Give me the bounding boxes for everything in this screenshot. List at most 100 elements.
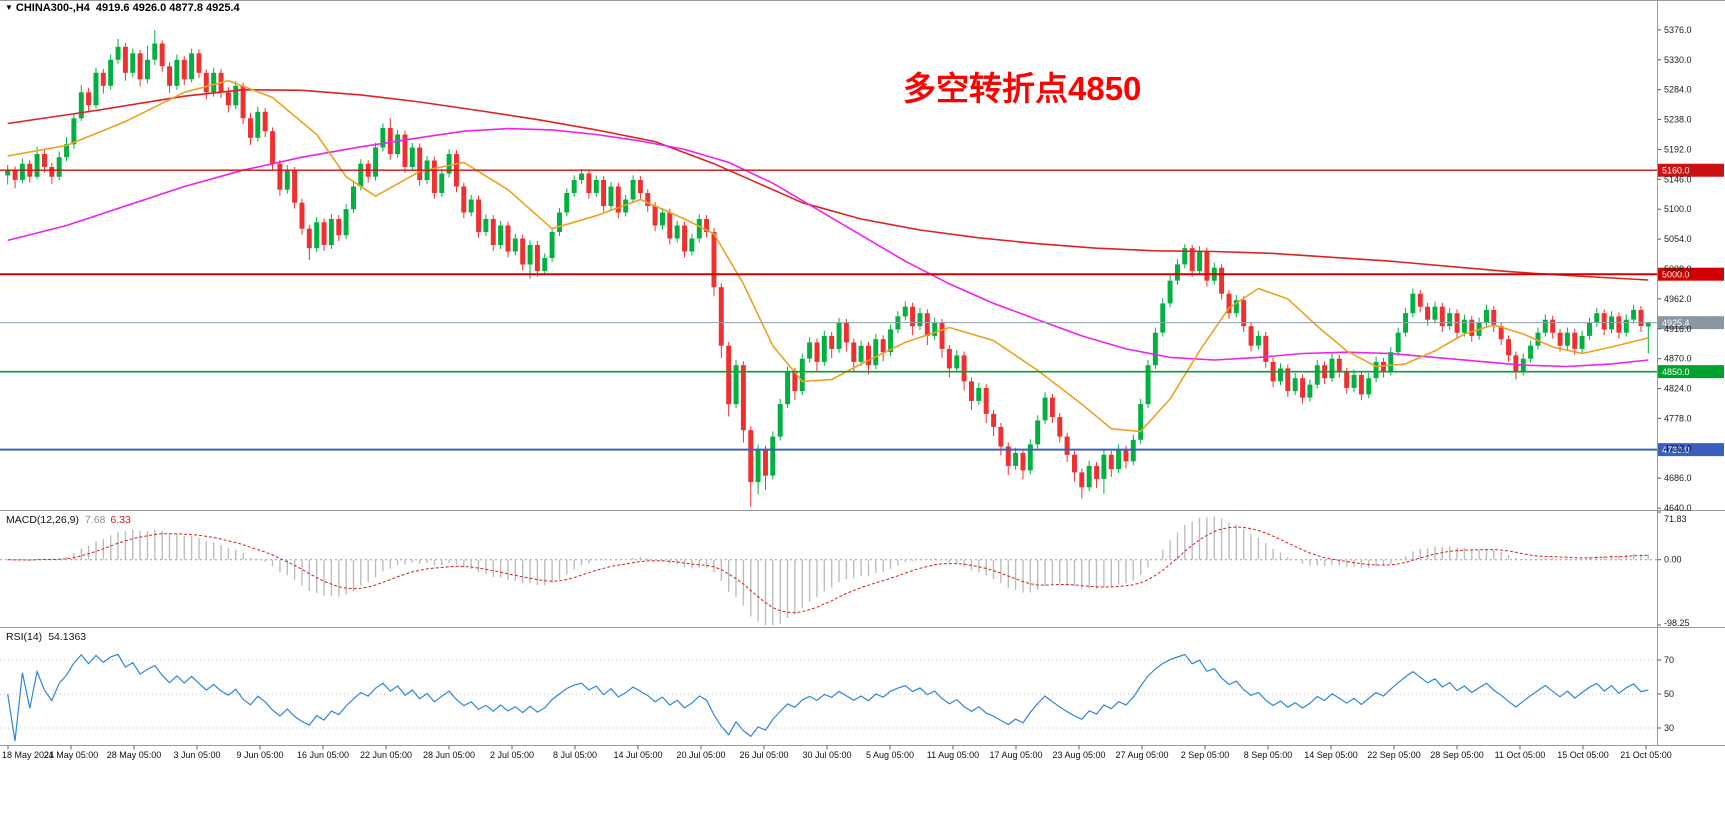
candle-down	[1226, 293, 1232, 314]
candle-up	[608, 186, 614, 206]
candle-down	[292, 170, 298, 203]
candle-up	[1042, 397, 1048, 421]
candle-down	[652, 206, 658, 226]
candle-up	[807, 342, 813, 359]
candle-up	[1579, 335, 1585, 349]
candle-up	[498, 225, 504, 245]
candle-down	[476, 199, 482, 232]
candle-up	[211, 72, 217, 93]
candle-up	[483, 219, 489, 232]
level-badge	[1658, 267, 1724, 281]
candle-down	[1005, 446, 1011, 466]
time-tick-label: 2 Jul 05:00	[490, 750, 534, 760]
rsi-scale[interactable]: 70 50 30	[1658, 655, 1674, 733]
candle-down	[601, 180, 607, 206]
candle-down	[586, 173, 592, 193]
candle-down	[505, 225, 511, 252]
candle-down	[203, 72, 209, 93]
candle-up	[1175, 264, 1180, 281]
candle-down	[299, 202, 305, 229]
candle-up	[343, 209, 349, 236]
candle-up	[630, 180, 636, 200]
candle-down	[910, 306, 916, 327]
ma-fast-orange	[7, 79, 1649, 433]
candle-down	[1601, 313, 1607, 330]
candle-down	[748, 430, 754, 483]
candle-down	[880, 339, 886, 353]
candle-down	[1557, 332, 1563, 346]
candle-down	[946, 348, 952, 369]
candle-down	[637, 180, 643, 193]
price-scale[interactable]: 5376.0 5330.0 5284.0 5238.0 5192.0 5146.0 5100…	[1658, 25, 1692, 513]
chart-plot-area[interactable]	[0, 0, 1657, 745]
candle-down	[711, 232, 717, 288]
price-tick-label: 4916.0	[1664, 324, 1692, 334]
candle-up	[836, 322, 842, 349]
candle-down	[924, 313, 930, 336]
candle-up	[1645, 322, 1651, 327]
time-tick-label: 24 May 05:00	[44, 750, 99, 760]
macd-scale[interactable]: 71.83 0.00 -98.25	[1658, 511, 1690, 628]
candle-up	[439, 173, 445, 193]
candle-down	[1381, 361, 1386, 372]
candle-up	[358, 163, 364, 187]
candle-up	[1152, 332, 1158, 366]
macd-panel-label: MACD(12,26,9) 7.68 6.33	[6, 514, 131, 526]
candle-up	[395, 134, 401, 154]
candle-down	[490, 219, 496, 245]
rsi-level-lines	[0, 659, 1657, 729]
time-tick-label: 16 Jun 05:00	[297, 750, 349, 760]
candle-down	[262, 111, 268, 132]
candle-up	[1535, 332, 1541, 346]
level-badge-label: 5160.0	[1662, 166, 1690, 176]
price-tick-label: 5376.0	[1664, 25, 1692, 35]
candle-down	[763, 449, 768, 476]
candle-up	[733, 365, 739, 405]
macd-histogram	[6, 516, 1650, 625]
candle-up	[145, 59, 150, 80]
symbol-dropdown-icon: ▼	[5, 3, 13, 12]
candle-up	[71, 118, 77, 145]
rsi-line	[7, 653, 1649, 742]
time-tick-label: 14 Jul 05:00	[613, 750, 662, 760]
candle-down	[1417, 293, 1423, 307]
candle-down	[704, 219, 710, 232]
candle-down	[1358, 374, 1364, 395]
candle-up	[1351, 374, 1357, 388]
rsi-panel-label: RSI(14) 54.1363	[6, 631, 86, 643]
candle-down	[86, 92, 92, 106]
candle-up	[799, 358, 805, 392]
price-tick-label: 5192.0	[1664, 144, 1692, 154]
candle-down	[1572, 332, 1578, 349]
candle-down	[277, 163, 283, 190]
price-tick-label: 4870.0	[1664, 354, 1692, 364]
candle-down	[225, 92, 231, 106]
price-tick-label: 4640.0	[1664, 503, 1692, 513]
price-tick-label: 5284.0	[1664, 85, 1692, 95]
candle-down	[270, 131, 276, 164]
ma-mid-magenta	[7, 127, 1649, 368]
candle-down	[866, 345, 871, 366]
candle-down	[167, 66, 173, 86]
candle-up	[623, 199, 629, 213]
candle-down	[1469, 319, 1475, 336]
candle-down	[718, 287, 724, 346]
candle-down	[1057, 417, 1063, 437]
current-price-badge-label: 4925.4	[1662, 318, 1690, 328]
time-tick-label: 28 May 05:00	[107, 750, 162, 760]
candle-up	[689, 238, 695, 252]
rsi-value: 54.1363	[48, 631, 87, 643]
price-tick-label: 5146.0	[1664, 174, 1692, 184]
level-badge	[1658, 365, 1724, 379]
candle-up	[1447, 313, 1453, 327]
time-tick-label: 8 Jul 05:00	[553, 750, 597, 760]
horizontal-levels: 5160.0 5000.0 4850.0 4730.0	[0, 163, 1724, 457]
candle-up	[284, 170, 290, 190]
candle-up	[468, 199, 474, 213]
candle-up	[1587, 322, 1592, 336]
candle-up	[1160, 303, 1166, 333]
candle-up	[1528, 345, 1534, 359]
